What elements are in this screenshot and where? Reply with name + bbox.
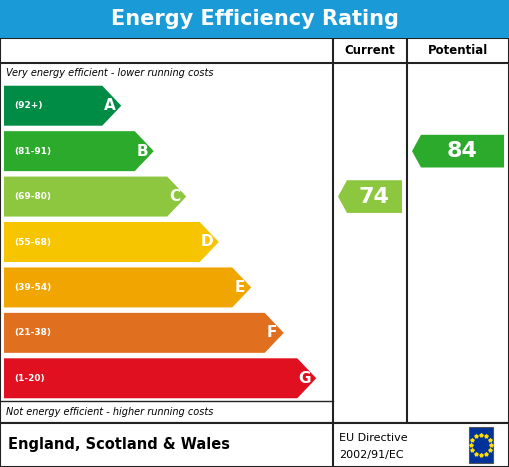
Text: (21-38): (21-38) <box>14 328 51 337</box>
Text: Energy Efficiency Rating: Energy Efficiency Rating <box>110 9 399 29</box>
Text: (1-20): (1-20) <box>14 374 45 383</box>
Text: (69-80): (69-80) <box>14 192 51 201</box>
Text: D: D <box>201 234 213 249</box>
Bar <box>0 0 509 38</box>
Polygon shape <box>412 135 504 168</box>
Bar <box>469 427 493 463</box>
Text: C: C <box>169 189 180 204</box>
Text: Very energy efficient - lower running costs: Very energy efficient - lower running co… <box>6 68 213 78</box>
Polygon shape <box>4 358 316 398</box>
Polygon shape <box>338 180 402 213</box>
Text: EU Directive: EU Directive <box>339 432 408 443</box>
Text: 84: 84 <box>446 141 477 161</box>
Text: B: B <box>136 144 148 159</box>
Text: (55-68): (55-68) <box>14 238 51 247</box>
Text: 74: 74 <box>358 187 389 206</box>
Text: Current: Current <box>345 44 395 57</box>
Polygon shape <box>4 313 284 353</box>
Text: 2002/91/EC: 2002/91/EC <box>339 450 404 460</box>
Polygon shape <box>4 177 186 217</box>
Bar <box>0 38 509 423</box>
Text: G: G <box>298 371 310 386</box>
Text: Not energy efficient - higher running costs: Not energy efficient - higher running co… <box>6 407 213 417</box>
Polygon shape <box>4 268 251 307</box>
Bar <box>0 423 509 467</box>
Text: E: E <box>234 280 245 295</box>
Polygon shape <box>4 86 121 126</box>
Text: (39-54): (39-54) <box>14 283 51 292</box>
Text: A: A <box>103 98 116 113</box>
Text: (81-91): (81-91) <box>14 147 51 156</box>
Polygon shape <box>4 222 219 262</box>
Text: (92+): (92+) <box>14 101 42 110</box>
Text: England, Scotland & Wales: England, Scotland & Wales <box>8 438 230 453</box>
Text: Potential: Potential <box>428 44 488 57</box>
Polygon shape <box>4 131 154 171</box>
Text: F: F <box>267 325 277 340</box>
